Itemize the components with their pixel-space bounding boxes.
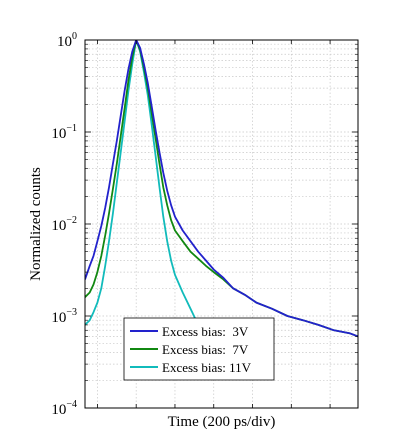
y-tick-exponent: −1: [66, 123, 77, 134]
y-tick-exponent: 0: [72, 31, 77, 42]
ticks: 100 10−1 10−2 10−3 10−4: [51, 31, 358, 418]
series-line: [85, 40, 358, 338]
y-tick-exponent: −4: [66, 399, 77, 410]
y-tick-exponent: −3: [66, 307, 77, 318]
y-tick-label: 100: [57, 31, 77, 50]
legend-entry: Excess bias: 3V: [162, 324, 249, 339]
y-tick-label: 10−4: [51, 399, 77, 418]
legend-entry: Excess bias: 7V: [162, 342, 249, 357]
y-tick-label: 10−2: [51, 215, 77, 234]
y-tick-label: 10−3: [51, 307, 77, 326]
legend-entry: Excess bias: 11V: [162, 360, 252, 375]
legend: Excess bias: 3V Excess bias: 7V Excess bia…: [123, 317, 275, 381]
x-axis-label: Time (200 ps/div): [168, 414, 276, 430]
y-tick-label: 10−1: [51, 123, 77, 142]
series-layer: [85, 40, 358, 359]
y-tick-exponent: −2: [66, 215, 77, 226]
y-axis-label: Normalized counts: [28, 167, 44, 281]
